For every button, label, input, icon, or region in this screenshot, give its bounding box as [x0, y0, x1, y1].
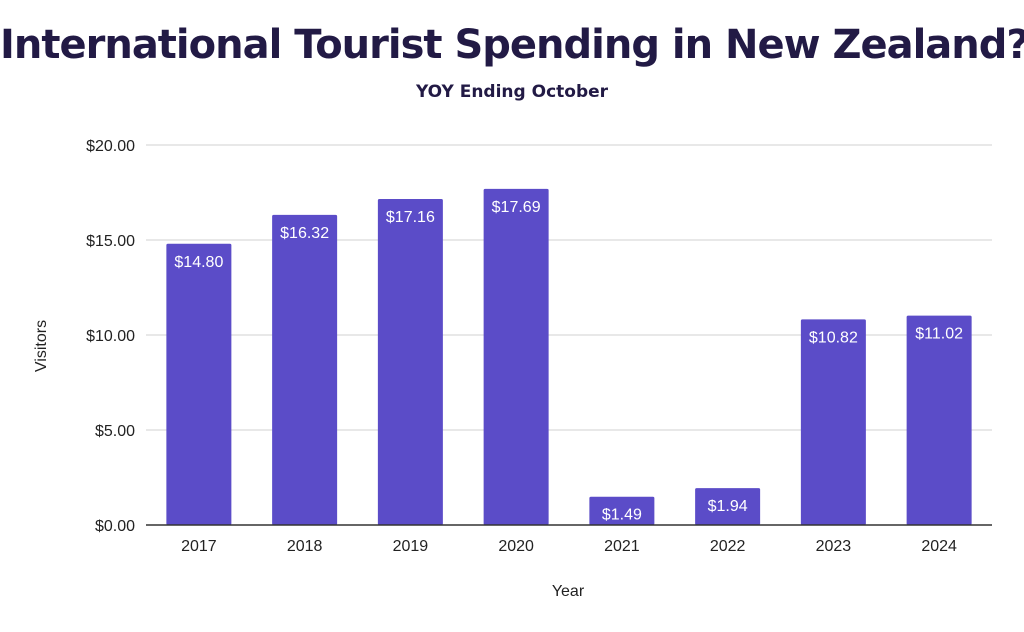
y-tick-label: $5.00	[95, 423, 135, 440]
x-tick-label: 2024	[921, 538, 957, 555]
x-tick-label: 2021	[604, 538, 640, 555]
bar-value-label: $16.32	[280, 225, 329, 242]
bar-2024	[906, 315, 972, 525]
bar-2020	[483, 188, 549, 525]
chart-subtitle: YOY Ending October	[415, 82, 609, 102]
bar-2021	[589, 496, 655, 525]
x-tick-label: 2020	[498, 538, 534, 555]
bar-2017	[166, 243, 232, 526]
y-axis-title: Visitors	[33, 320, 50, 372]
x-tick-label: 2017	[181, 538, 217, 555]
y-tick-label: $10.00	[86, 328, 135, 345]
bar-2022	[695, 488, 761, 525]
bar-2023	[800, 319, 866, 525]
y-tick-label: $0.00	[95, 518, 135, 535]
bar-value-label: $1.49	[602, 507, 642, 524]
bar-2018	[272, 214, 338, 526]
bar-value-label: $14.80	[174, 254, 223, 271]
bars	[166, 188, 972, 526]
bar-value-label: $10.82	[809, 329, 858, 346]
bar-value-label: $17.69	[492, 199, 541, 216]
x-tick-label: 2019	[393, 538, 429, 555]
bar-2019	[377, 198, 443, 525]
y-tick-label: $20.00	[86, 138, 135, 155]
chart-title: International Tourist Spending in New Ze…	[0, 22, 1024, 68]
bar-value-label: $1.94	[708, 498, 748, 515]
bar-value-label: $17.16	[386, 209, 435, 226]
labels: $0.00 $5.00 $10.00 $15.00 $20.00 $14.80 2017 $1…	[86, 138, 963, 555]
x-tick-label: 2023	[816, 538, 852, 555]
x-axis-title: Year	[552, 583, 585, 600]
x-tick-label: 2018	[287, 538, 323, 555]
y-tick-label: $15.00	[86, 233, 135, 250]
bar-value-label: $11.02	[915, 326, 963, 343]
x-tick-label: 2022	[710, 538, 746, 555]
